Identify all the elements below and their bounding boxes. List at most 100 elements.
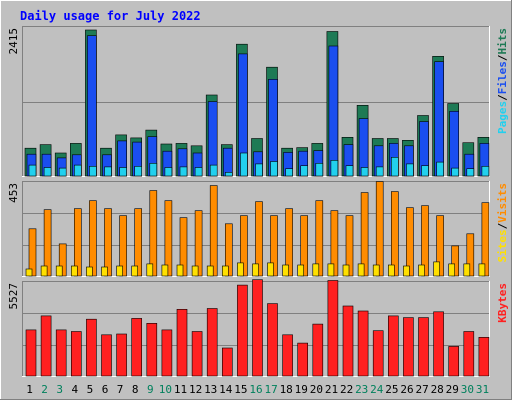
bar-visits-day-14 bbox=[225, 223, 233, 277]
x-tick-label-day-14: 14 bbox=[219, 383, 233, 396]
panel-kbytes: 5527 KBytes bbox=[7, 279, 509, 377]
bar-visits-day-1 bbox=[28, 228, 37, 277]
bar-kbytes-day-13 bbox=[206, 308, 218, 377]
bar-sites-day-13 bbox=[206, 265, 214, 277]
x-tick-label-day-13: 13 bbox=[204, 383, 217, 396]
bar-sites-day-26 bbox=[403, 265, 410, 277]
bar-visits-day-4 bbox=[74, 208, 82, 277]
bar-visits-day-5 bbox=[89, 200, 97, 277]
bar-sites-day-2 bbox=[40, 265, 48, 277]
bar-sites-day-8 bbox=[131, 265, 138, 277]
x-tick-label-day-21: 21 bbox=[325, 383, 338, 396]
bar-pages-day-17 bbox=[270, 161, 278, 177]
bar-sites-day-1 bbox=[25, 268, 33, 277]
legend-item-pages: Pages bbox=[496, 101, 509, 134]
bar-files-day-21 bbox=[328, 45, 339, 177]
bar-sites-day-24 bbox=[372, 264, 380, 277]
bar-sites-day-11 bbox=[176, 264, 184, 277]
x-tick-label-day-3: 3 bbox=[56, 383, 63, 396]
bar-sites-day-27 bbox=[418, 264, 425, 277]
x-tick-label-day-31: 31 bbox=[476, 383, 489, 396]
bar-visits-day-22 bbox=[345, 215, 354, 277]
bar-kbytes-day-24 bbox=[372, 330, 384, 377]
bar-kbytes-day-6 bbox=[101, 334, 112, 377]
bar-kbytes-day-10 bbox=[161, 329, 173, 377]
bar-pages-day-28 bbox=[436, 161, 444, 177]
x-tick-label-day-1: 1 bbox=[26, 383, 33, 396]
x-tick-label-day-28: 28 bbox=[431, 383, 444, 396]
bar-sites-day-12 bbox=[191, 265, 199, 277]
bar-visits-day-27 bbox=[421, 205, 429, 277]
bar-files-day-28 bbox=[434, 61, 444, 177]
bar-sites-day-4 bbox=[71, 265, 78, 277]
bar-kbytes-day-5 bbox=[86, 318, 97, 377]
bar-pages-day-31 bbox=[481, 166, 490, 177]
bar-visits-day-2 bbox=[43, 209, 52, 277]
bar-visits-day-11 bbox=[179, 217, 188, 277]
bar-kbytes-day-8 bbox=[131, 318, 142, 377]
bar-sites-day-29 bbox=[448, 263, 456, 277]
bar-pages-day-27 bbox=[421, 165, 429, 177]
x-tick-label-day-24: 24 bbox=[370, 383, 384, 396]
bar-kbytes-day-27 bbox=[418, 317, 429, 377]
legend: Pages/Files/Hits bbox=[496, 28, 509, 134]
bar-pages-day-3 bbox=[58, 167, 67, 177]
legend: KBytes bbox=[496, 283, 509, 323]
bar-kbytes-day-23 bbox=[357, 310, 369, 377]
bar-visits-day-15 bbox=[240, 215, 248, 277]
bar-pages-day-30 bbox=[466, 168, 475, 177]
x-tick-label-day-25: 25 bbox=[385, 383, 398, 396]
bar-sites-day-18 bbox=[282, 264, 289, 277]
x-tick-label-day-7: 7 bbox=[117, 383, 124, 396]
bar-kbytes-day-12 bbox=[191, 331, 203, 377]
bar-pages-day-6 bbox=[104, 166, 112, 177]
bar-pages-day-22 bbox=[345, 165, 354, 177]
x-tick-label-day-26: 26 bbox=[400, 383, 413, 396]
bar-visits-day-25 bbox=[390, 191, 399, 277]
bar-visits-day-16 bbox=[255, 201, 263, 277]
legend-separator: / bbox=[496, 94, 509, 101]
bar-kbytes-day-17 bbox=[267, 303, 278, 377]
bar-visits-day-31 bbox=[481, 202, 490, 277]
bar-kbytes-day-9 bbox=[146, 322, 158, 377]
bar-pages-day-24 bbox=[375, 166, 384, 177]
bar-pages-day-13 bbox=[209, 164, 218, 177]
bar-sites-day-16 bbox=[252, 263, 259, 277]
bar-pages-day-8 bbox=[134, 166, 142, 177]
bar-kbytes-day-16 bbox=[252, 279, 263, 377]
bar-pages-day-11 bbox=[179, 166, 188, 177]
bar-visits-day-13 bbox=[209, 185, 218, 277]
bar-sites-day-5 bbox=[86, 266, 93, 277]
legend: Sites/Visits bbox=[496, 183, 509, 263]
bar-visits-day-3 bbox=[58, 243, 67, 277]
bar-pages-day-12 bbox=[194, 167, 203, 177]
bar-pages-day-4 bbox=[74, 164, 82, 177]
x-tick-label-day-20: 20 bbox=[310, 383, 323, 396]
bar-visits-day-7 bbox=[119, 215, 127, 277]
bar-sites-day-25 bbox=[387, 264, 395, 277]
bar-files-day-5 bbox=[87, 35, 97, 177]
x-tick-label-day-16: 16 bbox=[249, 383, 262, 396]
y-axis-max-label: 5527 bbox=[7, 283, 20, 310]
bar-pages-day-2 bbox=[43, 167, 52, 177]
x-tick-label-day-18: 18 bbox=[280, 383, 293, 396]
bar-visits-day-20 bbox=[315, 200, 324, 277]
bar-sites-day-3 bbox=[55, 265, 63, 277]
legend-item-kbytes: KBytes bbox=[496, 283, 509, 323]
bar-kbytes-day-20 bbox=[312, 323, 324, 377]
bar-visits-day-19 bbox=[300, 215, 309, 277]
x-tick-label-day-6: 6 bbox=[102, 383, 109, 396]
x-tick-label-day-8: 8 bbox=[132, 383, 139, 396]
x-tick-label-day-17: 17 bbox=[264, 383, 277, 396]
bar-kbytes-day-19 bbox=[297, 342, 309, 377]
bar-sites-day-20 bbox=[312, 263, 320, 277]
bar-pages-day-23 bbox=[360, 167, 369, 177]
bar-pages-day-14 bbox=[225, 172, 233, 177]
bar-visits-day-30 bbox=[466, 233, 475, 277]
legend-item-hits: Hits bbox=[496, 28, 509, 55]
bar-kbytes-day-18 bbox=[282, 334, 293, 377]
bar-visits-day-6 bbox=[104, 208, 112, 277]
bar-sites-day-30 bbox=[463, 263, 471, 277]
